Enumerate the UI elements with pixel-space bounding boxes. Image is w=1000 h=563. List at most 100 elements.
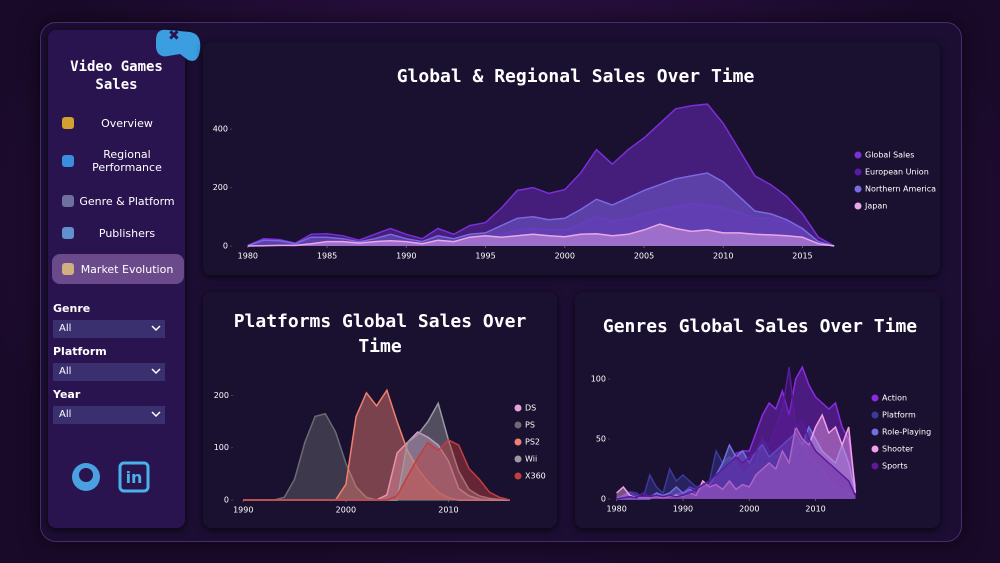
dropdown-arrow (151, 411, 161, 418)
sidebar-title: Video Games Sales (70, 59, 163, 93)
y-tick-label: 0 (224, 496, 229, 505)
y-tick-label: 100 (214, 443, 229, 452)
filter-dropdown[interactable]: All (53, 406, 165, 424)
dropdown-arrow (151, 325, 161, 332)
legend-label: PS2 (525, 438, 540, 447)
series-area (247, 173, 835, 246)
series-area (243, 403, 511, 500)
legend-label: European Union (865, 168, 929, 177)
filter-label: Genre (53, 302, 91, 315)
x-tick-label: 2000 (555, 252, 575, 261)
series-area (247, 203, 835, 246)
x-tick-label: 1990 (673, 505, 693, 514)
svg-text:in: in (126, 468, 143, 487)
svg-text:✖: ✖ (168, 28, 180, 44)
legend-label: Shooter (882, 445, 914, 454)
x-tick-label: 2000 (336, 506, 356, 515)
x-tick-label: 2005 (634, 252, 654, 261)
legend-swatch (514, 404, 522, 412)
nav-item[interactable]: Regional Performance (52, 146, 184, 176)
nav-item[interactable]: Market Evolution (52, 254, 184, 284)
y-tick-label: 200 (213, 183, 228, 192)
nav-item[interactable]: Genre & Platform (52, 186, 184, 216)
legend-swatch (854, 202, 862, 210)
chart-title: Platforms Global Sales Over Time (233, 311, 527, 357)
filter-dropdown[interactable]: All (53, 320, 165, 338)
legend-label: X360 (525, 472, 546, 481)
x-tick-label: 1985 (317, 252, 337, 261)
series-area (243, 432, 511, 500)
series-area (247, 104, 835, 246)
linkedin-icon[interactable] (118, 461, 150, 493)
series-line (243, 438, 511, 501)
y-tick-label: 50 (596, 435, 606, 444)
x-tick-label: 2010 (805, 505, 825, 514)
series-line (247, 172, 835, 247)
panel-genres (575, 292, 940, 528)
legend-label: Role-Playing (882, 428, 931, 437)
x-tick-label: 2010 (713, 252, 733, 261)
chart-title: Genres Global Sales Over Time (602, 316, 918, 337)
series-area (616, 415, 856, 499)
nav-icon (62, 155, 74, 167)
legend-swatch (854, 168, 862, 176)
dropdown-arrow (151, 368, 161, 375)
filter-label: Year (53, 388, 81, 401)
series-line (616, 413, 857, 499)
nav-icon (62, 263, 74, 275)
legend-swatch (514, 438, 522, 446)
legend-swatch (854, 185, 862, 193)
x-tick-label: 1990 (396, 252, 416, 261)
nav-item[interactable]: Overview (52, 108, 184, 138)
x-tick-label: 1995 (475, 252, 495, 261)
nav-item[interactable]: Publishers (52, 218, 184, 248)
series-area (616, 439, 856, 499)
legend-swatch (514, 421, 522, 429)
nav-icon (62, 117, 74, 129)
legend-swatch (871, 428, 879, 436)
legend-label: Northern America (865, 185, 936, 194)
legend-label: Wii (525, 455, 537, 464)
x-tick-label: 2000 (739, 505, 759, 514)
series-line (616, 437, 856, 500)
nav-icon (62, 227, 74, 239)
legend-swatch (871, 394, 879, 402)
y-tick-label: 100 (591, 375, 606, 384)
series-area (616, 367, 856, 499)
legend-label: DS (525, 404, 536, 413)
nav-icon (62, 195, 74, 207)
x-tick-label: 1980 (606, 505, 626, 514)
series-area (243, 390, 511, 500)
series-line (616, 366, 857, 500)
legend-swatch (871, 445, 879, 453)
series-area (616, 427, 856, 499)
chart-title: Global & Regional Sales Over Time (396, 66, 755, 87)
y-tick-label: 200 (214, 391, 229, 400)
legend-swatch (514, 455, 522, 463)
x-tick-label: 2015 (792, 252, 812, 261)
series-area (243, 413, 511, 500)
legend-swatch (854, 151, 862, 159)
social-icons: in (72, 461, 150, 493)
filter-dropdown[interactable]: All (53, 363, 165, 381)
series-line (247, 103, 835, 247)
legend-label: Global Sales (865, 151, 914, 160)
y-tick-label: 0 (601, 495, 606, 504)
legend-label: Japan (864, 202, 887, 211)
legend-swatch (514, 472, 522, 480)
legend-swatch (871, 411, 879, 419)
legend-label: Sports (882, 462, 908, 471)
series-area (243, 439, 511, 500)
series-line (247, 202, 835, 247)
legend-label: Action (882, 394, 907, 403)
series-area (616, 367, 856, 499)
legend-swatch (871, 462, 879, 470)
panel-platforms (203, 292, 557, 528)
x-tick-label: 2010 (438, 506, 458, 515)
y-tick-label: 0 (223, 242, 228, 251)
y-tick-label: 400 (213, 125, 228, 134)
legend-label: Platform (882, 411, 916, 420)
series-line (247, 223, 835, 247)
